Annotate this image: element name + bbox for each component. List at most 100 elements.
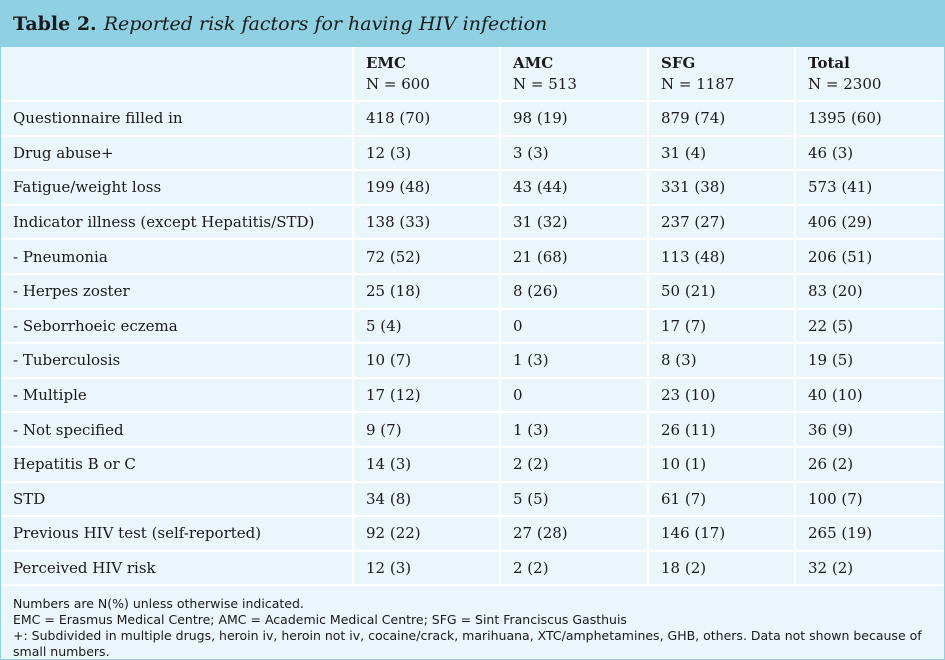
row-label-cell: Drug abuse+ — [1, 135, 353, 172]
table-body: Questionnaire filled in 418 (70) 98 (19) 87… — [1, 101, 944, 587]
row-label-cell: Questionnaire filled in — [1, 101, 353, 137]
header-cell-sfg: SFG N = 1187 — [647, 47, 795, 102]
row-label-cell: - Seborrhoeic eczema — [1, 308, 353, 345]
note-line: EMC = Erasmus Medical Centre; AMC = Acad… — [13, 612, 627, 628]
value-cell: 879 (74) — [647, 101, 795, 137]
value-cell: 26 (11) — [647, 412, 795, 448]
value-cell: 17 (12) — [352, 377, 500, 414]
value-cell: 100 (7) — [794, 481, 944, 518]
row-label-cell: - Not specified — [1, 412, 353, 448]
value-cell: 138 (33) — [352, 204, 500, 241]
header-n: N = 513 — [513, 74, 577, 93]
caption-title: Reported risk factors for having HIV inf… — [103, 13, 548, 35]
value-cell: 31 (4) — [647, 135, 795, 172]
value-cell: 265 (19) — [794, 516, 944, 552]
value-cell: 573 (41) — [794, 170, 944, 206]
table-caption: Table 2. Reported risk factors for havin… — [1, 1, 944, 47]
header-n: N = 1187 — [661, 74, 735, 93]
value-cell: 14 (3) — [352, 446, 500, 483]
row-label-cell: Previous HIV test (self-reported) — [1, 516, 353, 552]
value-cell: 22 (5) — [794, 308, 944, 345]
value-cell: 237 (27) — [647, 204, 795, 241]
table-notes: Numbers are N(%) unless otherwise indica… — [1, 586, 944, 660]
row-label-cell: - Herpes zoster — [1, 273, 353, 310]
row-label-cell: Hepatitis B or C — [1, 446, 353, 483]
table-row: Hepatitis B or C 14 (3) 2 (2) 10 (1) 26 (2) — [1, 446, 944, 483]
value-cell: 5 (4) — [352, 308, 500, 345]
row-label-cell: - Multiple — [1, 377, 353, 414]
value-cell: 32 (2) — [794, 550, 944, 587]
header-cell-emc: EMC N = 600 — [352, 47, 500, 102]
value-cell: 0 — [499, 377, 648, 414]
value-cell: 72 (52) — [352, 239, 500, 275]
table-row: Drug abuse+ 12 (3) 3 (3) 31 (4) 46 (3) — [1, 135, 944, 172]
value-cell: 206 (51) — [794, 239, 944, 275]
value-cell: 98 (19) — [499, 101, 648, 137]
header-cell-amc: AMC N = 513 — [499, 47, 648, 102]
header-n: N = 600 — [366, 74, 430, 93]
value-cell: 34 (8) — [352, 481, 500, 518]
value-cell: 5 (5) — [499, 481, 648, 518]
value-cell: 1 (3) — [499, 412, 648, 448]
header-cell-total: Total N = 2300 — [794, 47, 944, 102]
value-cell: 27 (28) — [499, 516, 648, 552]
caption-label: Table 2. — [13, 13, 97, 35]
row-label-cell: Fatigue/weight loss — [1, 170, 353, 206]
table-row: - Multiple 17 (12) 0 23 (10) 40 (10) — [1, 377, 944, 414]
value-cell: 0 — [499, 308, 648, 345]
table-row: Fatigue/weight loss 199 (48) 43 (44) 331 (3… — [1, 170, 944, 206]
table-row: - Herpes zoster 25 (18) 8 (26) 50 (21) 83 (2… — [1, 273, 944, 310]
header-name: EMC — [366, 53, 406, 72]
table-row: - Not specified 9 (7) 1 (3) 26 (11) 36 (9) — [1, 412, 944, 448]
value-cell: 12 (3) — [352, 135, 500, 172]
value-cell: 418 (70) — [352, 101, 500, 137]
risk-factor-table: EMC N = 600 AMC N = 513 SFG N = 1187 Tot… — [1, 47, 944, 587]
header-row: EMC N = 600 AMC N = 513 SFG N = 1187 Tot… — [1, 47, 944, 102]
value-cell: 1 (3) — [499, 343, 648, 379]
value-cell: 18 (2) — [647, 550, 795, 587]
value-cell: 36 (9) — [794, 412, 944, 448]
value-cell: 25 (18) — [352, 273, 500, 310]
note-line: +: Subdivided in multiple drugs, heroin … — [13, 628, 922, 660]
value-cell: 199 (48) — [352, 170, 500, 206]
row-label-cell: Indicator illness (except Hepatitis/STD) — [1, 204, 353, 241]
value-cell: 43 (44) — [499, 170, 648, 206]
header-n: N = 2300 — [808, 74, 882, 93]
header-name: AMC — [513, 53, 554, 72]
value-cell: 2 (2) — [499, 550, 648, 587]
header-cell-empty — [1, 47, 353, 102]
value-cell: 9 (7) — [352, 412, 500, 448]
table-row: Indicator illness (except Hepatitis/STD)… — [1, 204, 944, 241]
header-name: Total — [808, 53, 850, 72]
value-cell: 31 (32) — [499, 204, 648, 241]
table-row: Previous HIV test (self-reported) 92 (22)… — [1, 516, 944, 552]
value-cell: 331 (38) — [647, 170, 795, 206]
row-label-cell: - Pneumonia — [1, 239, 353, 275]
value-cell: 50 (21) — [647, 273, 795, 310]
value-cell: 19 (5) — [794, 343, 944, 379]
value-cell: 46 (3) — [794, 135, 944, 172]
table-row: Perceived HIV risk 12 (3) 2 (2) 18 (2) 32 (2… — [1, 550, 944, 587]
value-cell: 1395 (60) — [794, 101, 944, 137]
value-cell: 10 (7) — [352, 343, 500, 379]
value-cell: 23 (10) — [647, 377, 795, 414]
table-row: - Pneumonia 72 (52) 21 (68) 113 (48) 206 (51… — [1, 239, 944, 275]
value-cell: 8 (26) — [499, 273, 648, 310]
value-cell: 21 (68) — [499, 239, 648, 275]
value-cell: 83 (20) — [794, 273, 944, 310]
table-row: STD 34 (8) 5 (5) 61 (7) 100 (7) — [1, 481, 944, 518]
value-cell: 92 (22) — [352, 516, 500, 552]
value-cell: 26 (2) — [794, 446, 944, 483]
table-row: Questionnaire filled in 418 (70) 98 (19) 87… — [1, 101, 944, 137]
header-name: SFG — [661, 53, 696, 72]
value-cell: 406 (29) — [794, 204, 944, 241]
value-cell: 3 (3) — [499, 135, 648, 172]
table-row: - Tuberculosis 10 (7) 1 (3) 8 (3) 19 (5) — [1, 343, 944, 379]
value-cell: 12 (3) — [352, 550, 500, 587]
row-label-cell: STD — [1, 481, 353, 518]
value-cell: 8 (3) — [647, 343, 795, 379]
value-cell: 146 (17) — [647, 516, 795, 552]
value-cell: 113 (48) — [647, 239, 795, 275]
table-row: - Seborrhoeic eczema 5 (4) 0 17 (7) 22 (5) — [1, 308, 944, 345]
